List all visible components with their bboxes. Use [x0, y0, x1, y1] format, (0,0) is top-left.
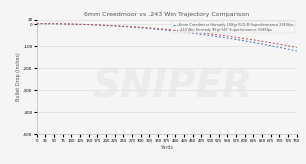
6mm Creedmoor Hornady 108gr ELD-M Superformance 2910fps: [260, 43, 264, 45]
.243 Win Hornady 95gr SST Superformance 3185fps: [139, 26, 143, 28]
6mm Creedmoor Hornady 108gr ELD-M Superformance 2910fps: [252, 41, 255, 43]
.243 Win Hornady 95gr SST Superformance 3185fps: [295, 46, 299, 48]
.243 Win Hornady 95gr SST Superformance 3185fps: [226, 35, 229, 37]
6mm Creedmoor Hornady 108gr ELD-M Superformance 2910fps: [147, 28, 151, 30]
Line: .243 Win Hornady 95gr SST Superformance 3185fps: .243 Win Hornady 95gr SST Superformance …: [37, 24, 297, 47]
6mm Creedmoor Hornady 108gr ELD-M Superformance 2910fps: [104, 24, 108, 26]
6mm Creedmoor Hornady 108gr ELD-M Superformance 2910fps: [35, 23, 39, 25]
.243 Win Hornady 95gr SST Superformance 3185fps: [165, 28, 169, 30]
.243 Win Hornady 95gr SST Superformance 3185fps: [260, 40, 264, 42]
6mm Creedmoor Hornady 108gr ELD-M Superformance 2910fps: [226, 37, 229, 39]
.243 Win Hornady 95gr SST Superformance 3185fps: [147, 27, 151, 29]
.243 Win Hornady 95gr SST Superformance 3185fps: [269, 42, 273, 44]
6mm Creedmoor Hornady 108gr ELD-M Superformance 2910fps: [130, 26, 134, 28]
Y-axis label: Bullet Drop (Inches): Bullet Drop (Inches): [16, 53, 21, 102]
.243 Win Hornady 95gr SST Superformance 3185fps: [113, 25, 117, 27]
6mm Creedmoor Hornady 108gr ELD-M Superformance 2910fps: [234, 39, 238, 41]
.243 Win Hornady 95gr SST Superformance 3185fps: [43, 23, 47, 25]
6mm Creedmoor Hornady 108gr ELD-M Superformance 2910fps: [191, 32, 195, 34]
.243 Win Hornady 95gr SST Superformance 3185fps: [200, 32, 203, 34]
.243 Win Hornady 95gr SST Superformance 3185fps: [78, 23, 82, 25]
.243 Win Hornady 95gr SST Superformance 3185fps: [252, 39, 255, 41]
.243 Win Hornady 95gr SST Superformance 3185fps: [191, 31, 195, 33]
6mm Creedmoor Hornady 108gr ELD-M Superformance 2910fps: [217, 36, 221, 38]
6mm Creedmoor Hornady 108gr ELD-M Superformance 2910fps: [269, 45, 273, 47]
6mm Creedmoor Hornady 108gr ELD-M Superformance 2910fps: [78, 23, 82, 25]
.243 Win Hornady 95gr SST Superformance 3185fps: [104, 24, 108, 26]
6mm Creedmoor Hornady 108gr ELD-M Superformance 2910fps: [113, 25, 117, 27]
6mm Creedmoor Hornady 108gr ELD-M Superformance 2910fps: [295, 50, 299, 52]
.243 Win Hornady 95gr SST Superformance 3185fps: [95, 24, 99, 26]
Text: SNIPER: SNIPER: [92, 67, 252, 105]
.243 Win Hornady 95gr SST Superformance 3185fps: [278, 43, 281, 45]
6mm Creedmoor Hornady 108gr ELD-M Superformance 2910fps: [43, 23, 47, 25]
6mm Creedmoor Hornady 108gr ELD-M Superformance 2910fps: [52, 23, 56, 25]
6mm Creedmoor Hornady 108gr ELD-M Superformance 2910fps: [61, 23, 65, 25]
.243 Win Hornady 95gr SST Superformance 3185fps: [174, 29, 177, 31]
6mm Creedmoor Hornady 108gr ELD-M Superformance 2910fps: [95, 24, 99, 26]
X-axis label: Yards: Yards: [160, 145, 173, 150]
.243 Win Hornady 95gr SST Superformance 3185fps: [35, 23, 39, 25]
6mm Creedmoor Hornady 108gr ELD-M Superformance 2910fps: [278, 46, 281, 48]
.243 Win Hornady 95gr SST Superformance 3185fps: [130, 26, 134, 28]
Title: 6mm Creedmoor vs .243 Win Trajectory Comparison: 6mm Creedmoor vs .243 Win Trajectory Com…: [84, 12, 249, 17]
.243 Win Hornady 95gr SST Superformance 3185fps: [52, 23, 56, 25]
Legend: 6mm Creedmoor Hornady 108gr ELD-M Superformance 2910fps, .243 Win Hornady 95gr S: 6mm Creedmoor Hornady 108gr ELD-M Superf…: [171, 21, 295, 33]
Line: 6mm Creedmoor Hornady 108gr ELD-M Superformance 2910fps: 6mm Creedmoor Hornady 108gr ELD-M Superf…: [37, 24, 297, 51]
.243 Win Hornady 95gr SST Superformance 3185fps: [121, 25, 125, 27]
6mm Creedmoor Hornady 108gr ELD-M Superformance 2910fps: [156, 28, 160, 30]
.243 Win Hornady 95gr SST Superformance 3185fps: [217, 34, 221, 36]
6mm Creedmoor Hornady 108gr ELD-M Superformance 2910fps: [139, 27, 143, 29]
.243 Win Hornady 95gr SST Superformance 3185fps: [286, 45, 290, 47]
6mm Creedmoor Hornady 108gr ELD-M Superformance 2910fps: [182, 31, 186, 33]
6mm Creedmoor Hornady 108gr ELD-M Superformance 2910fps: [200, 33, 203, 35]
.243 Win Hornady 95gr SST Superformance 3185fps: [87, 24, 91, 26]
6mm Creedmoor Hornady 108gr ELD-M Superformance 2910fps: [174, 30, 177, 32]
6mm Creedmoor Hornady 108gr ELD-M Superformance 2910fps: [165, 29, 169, 31]
.243 Win Hornady 95gr SST Superformance 3185fps: [243, 38, 247, 40]
6mm Creedmoor Hornady 108gr ELD-M Superformance 2910fps: [87, 24, 91, 26]
6mm Creedmoor Hornady 108gr ELD-M Superformance 2910fps: [243, 40, 247, 42]
6mm Creedmoor Hornady 108gr ELD-M Superformance 2910fps: [121, 26, 125, 28]
.243 Win Hornady 95gr SST Superformance 3185fps: [69, 23, 73, 25]
.243 Win Hornady 95gr SST Superformance 3185fps: [182, 30, 186, 32]
.243 Win Hornady 95gr SST Superformance 3185fps: [234, 36, 238, 38]
6mm Creedmoor Hornady 108gr ELD-M Superformance 2910fps: [69, 23, 73, 25]
6mm Creedmoor Hornady 108gr ELD-M Superformance 2910fps: [208, 35, 212, 37]
.243 Win Hornady 95gr SST Superformance 3185fps: [208, 33, 212, 35]
6mm Creedmoor Hornady 108gr ELD-M Superformance 2910fps: [286, 48, 290, 50]
.243 Win Hornady 95gr SST Superformance 3185fps: [156, 28, 160, 30]
.243 Win Hornady 95gr SST Superformance 3185fps: [61, 23, 65, 25]
